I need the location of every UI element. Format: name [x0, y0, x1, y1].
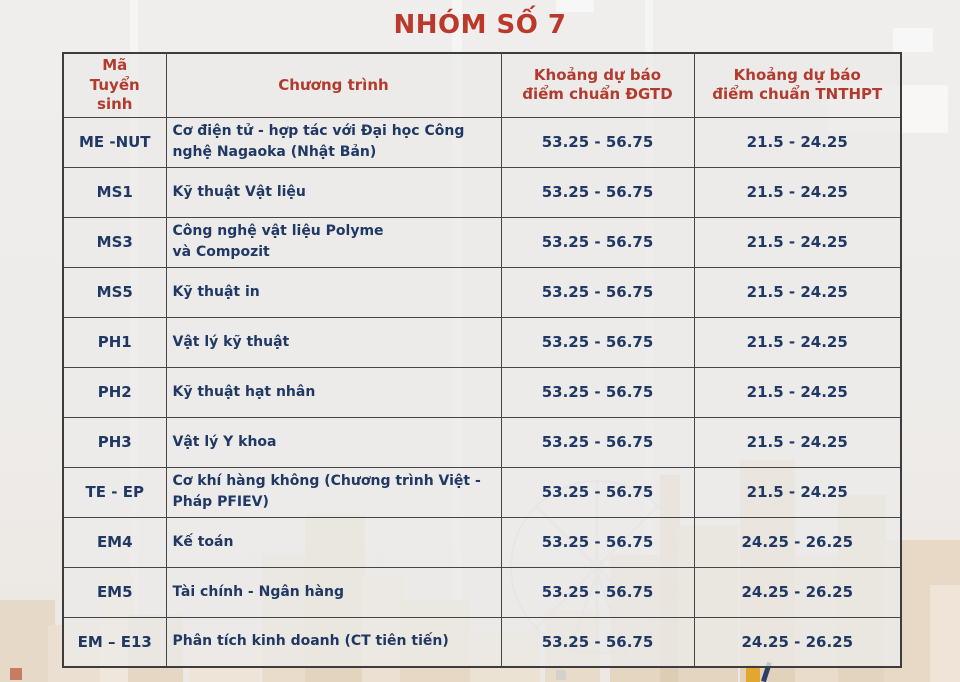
program-name: Phân tích kinh doanh (CT tiên tiến): [165, 616, 502, 668]
table-row: TE - EP Cơ khí hàng không (Chương trình …: [62, 466, 902, 518]
column-header-admission-code: Mã Tuyển sinh: [62, 52, 167, 118]
column-header-dgtd-range: Khoảng dự báo điểm chuẩn ĐGTD: [500, 52, 695, 118]
column-header-tnthpt-range: Khoảng dự báo điểm chuẩn TNTHPT: [693, 52, 902, 118]
table-header-row: Mã Tuyển sinh Chương trình Khoảng dự báo…: [62, 52, 902, 118]
page-title: NHÓM SỐ 7: [393, 10, 567, 40]
tnthpt-range: 21.5 - 24.25: [693, 366, 902, 418]
dgtd-range: 53.25 - 56.75: [500, 416, 695, 468]
admission-code: EM4: [62, 516, 167, 568]
table-row: MS1 Kỹ thuật Vật liệu 53.25 - 56.75 21.5…: [62, 166, 902, 218]
table-row: PH3 Vật lý Y khoa 53.25 - 56.75 21.5 - 2…: [62, 416, 902, 468]
dgtd-range: 53.25 - 56.75: [500, 516, 695, 568]
tnthpt-range: 21.5 - 24.25: [693, 216, 902, 268]
tnthpt-range: 21.5 - 24.25: [693, 266, 902, 318]
admission-code: MS5: [62, 266, 167, 318]
tnthpt-range: 24.25 - 26.25: [693, 516, 902, 568]
tnthpt-range: 21.5 - 24.25: [693, 166, 902, 218]
dgtd-range: 53.25 - 56.75: [500, 366, 695, 418]
tnthpt-range: 24.25 - 26.25: [693, 566, 902, 618]
program-name: Kỹ thuật Vật liệu: [165, 166, 502, 218]
program-name: Vật lý Y khoa: [165, 416, 502, 468]
table-row: PH1 Vật lý kỹ thuật 53.25 - 56.75 21.5 -…: [62, 316, 902, 368]
program-name: Vật lý kỹ thuật: [165, 316, 502, 368]
program-name: Cơ điện tử - hợp tác với Đại học Công ng…: [165, 116, 502, 168]
dgtd-range: 53.25 - 56.75: [500, 566, 695, 618]
table-row: EM – E13 Phân tích kinh doanh (CT tiên t…: [62, 616, 902, 668]
admission-code: PH3: [62, 416, 167, 468]
admission-code: EM – E13: [62, 616, 167, 668]
admission-code: PH1: [62, 316, 167, 368]
dgtd-range: 53.25 - 56.75: [500, 166, 695, 218]
program-name: Tài chính - Ngân hàng: [165, 566, 502, 618]
admission-code: MS1: [62, 166, 167, 218]
tnthpt-range: 21.5 - 24.25: [693, 466, 902, 518]
admission-code: PH2: [62, 366, 167, 418]
admission-code: MS3: [62, 216, 167, 268]
table-row: ME -NUT Cơ điện tử - hợp tác với Đại học…: [62, 116, 902, 168]
program-name: Cơ khí hàng không (Chương trình Việt - P…: [165, 466, 502, 518]
tnthpt-range: 21.5 - 24.25: [693, 116, 902, 168]
dgtd-range: 53.25 - 56.75: [500, 466, 695, 518]
tnthpt-range: 24.25 - 26.25: [693, 616, 902, 668]
bg-red-accent: [10, 668, 22, 680]
table-row: EM5 Tài chính - Ngân hàng 53.25 - 56.75 …: [62, 566, 902, 618]
admission-code: ME -NUT: [62, 116, 167, 168]
bg-gray-accent: [556, 670, 566, 680]
dgtd-range: 53.25 - 56.75: [500, 266, 695, 318]
admission-code: EM5: [62, 566, 167, 618]
table-row: EM4 Kế toán 53.25 - 56.75 24.25 - 26.25: [62, 516, 902, 568]
dgtd-range: 53.25 - 56.75: [500, 116, 695, 168]
dgtd-range: 53.25 - 56.75: [500, 216, 695, 268]
program-name: Công nghệ vật liệu Polyme và Compozit: [165, 216, 502, 268]
column-header-program: Chương trình: [165, 52, 502, 118]
tnthpt-range: 21.5 - 24.25: [693, 316, 902, 368]
admission-code: TE - EP: [62, 466, 167, 518]
table-row: MS5 Kỹ thuật in 53.25 - 56.75 21.5 - 24.…: [62, 266, 902, 318]
table-row: MS3 Công nghệ vật liệu Polyme và Compozi…: [62, 216, 902, 268]
dgtd-range: 53.25 - 56.75: [500, 616, 695, 668]
forecast-score-table: Mã Tuyển sinh Chương trình Khoảng dự báo…: [62, 52, 902, 668]
tnthpt-range: 21.5 - 24.25: [693, 416, 902, 468]
dgtd-range: 53.25 - 56.75: [500, 316, 695, 368]
program-name: Kế toán: [165, 516, 502, 568]
program-name: Kỹ thuật hạt nhân: [165, 366, 502, 418]
table-row: PH2 Kỹ thuật hạt nhân 53.25 - 56.75 21.5…: [62, 366, 902, 418]
program-name: Kỹ thuật in: [165, 266, 502, 318]
